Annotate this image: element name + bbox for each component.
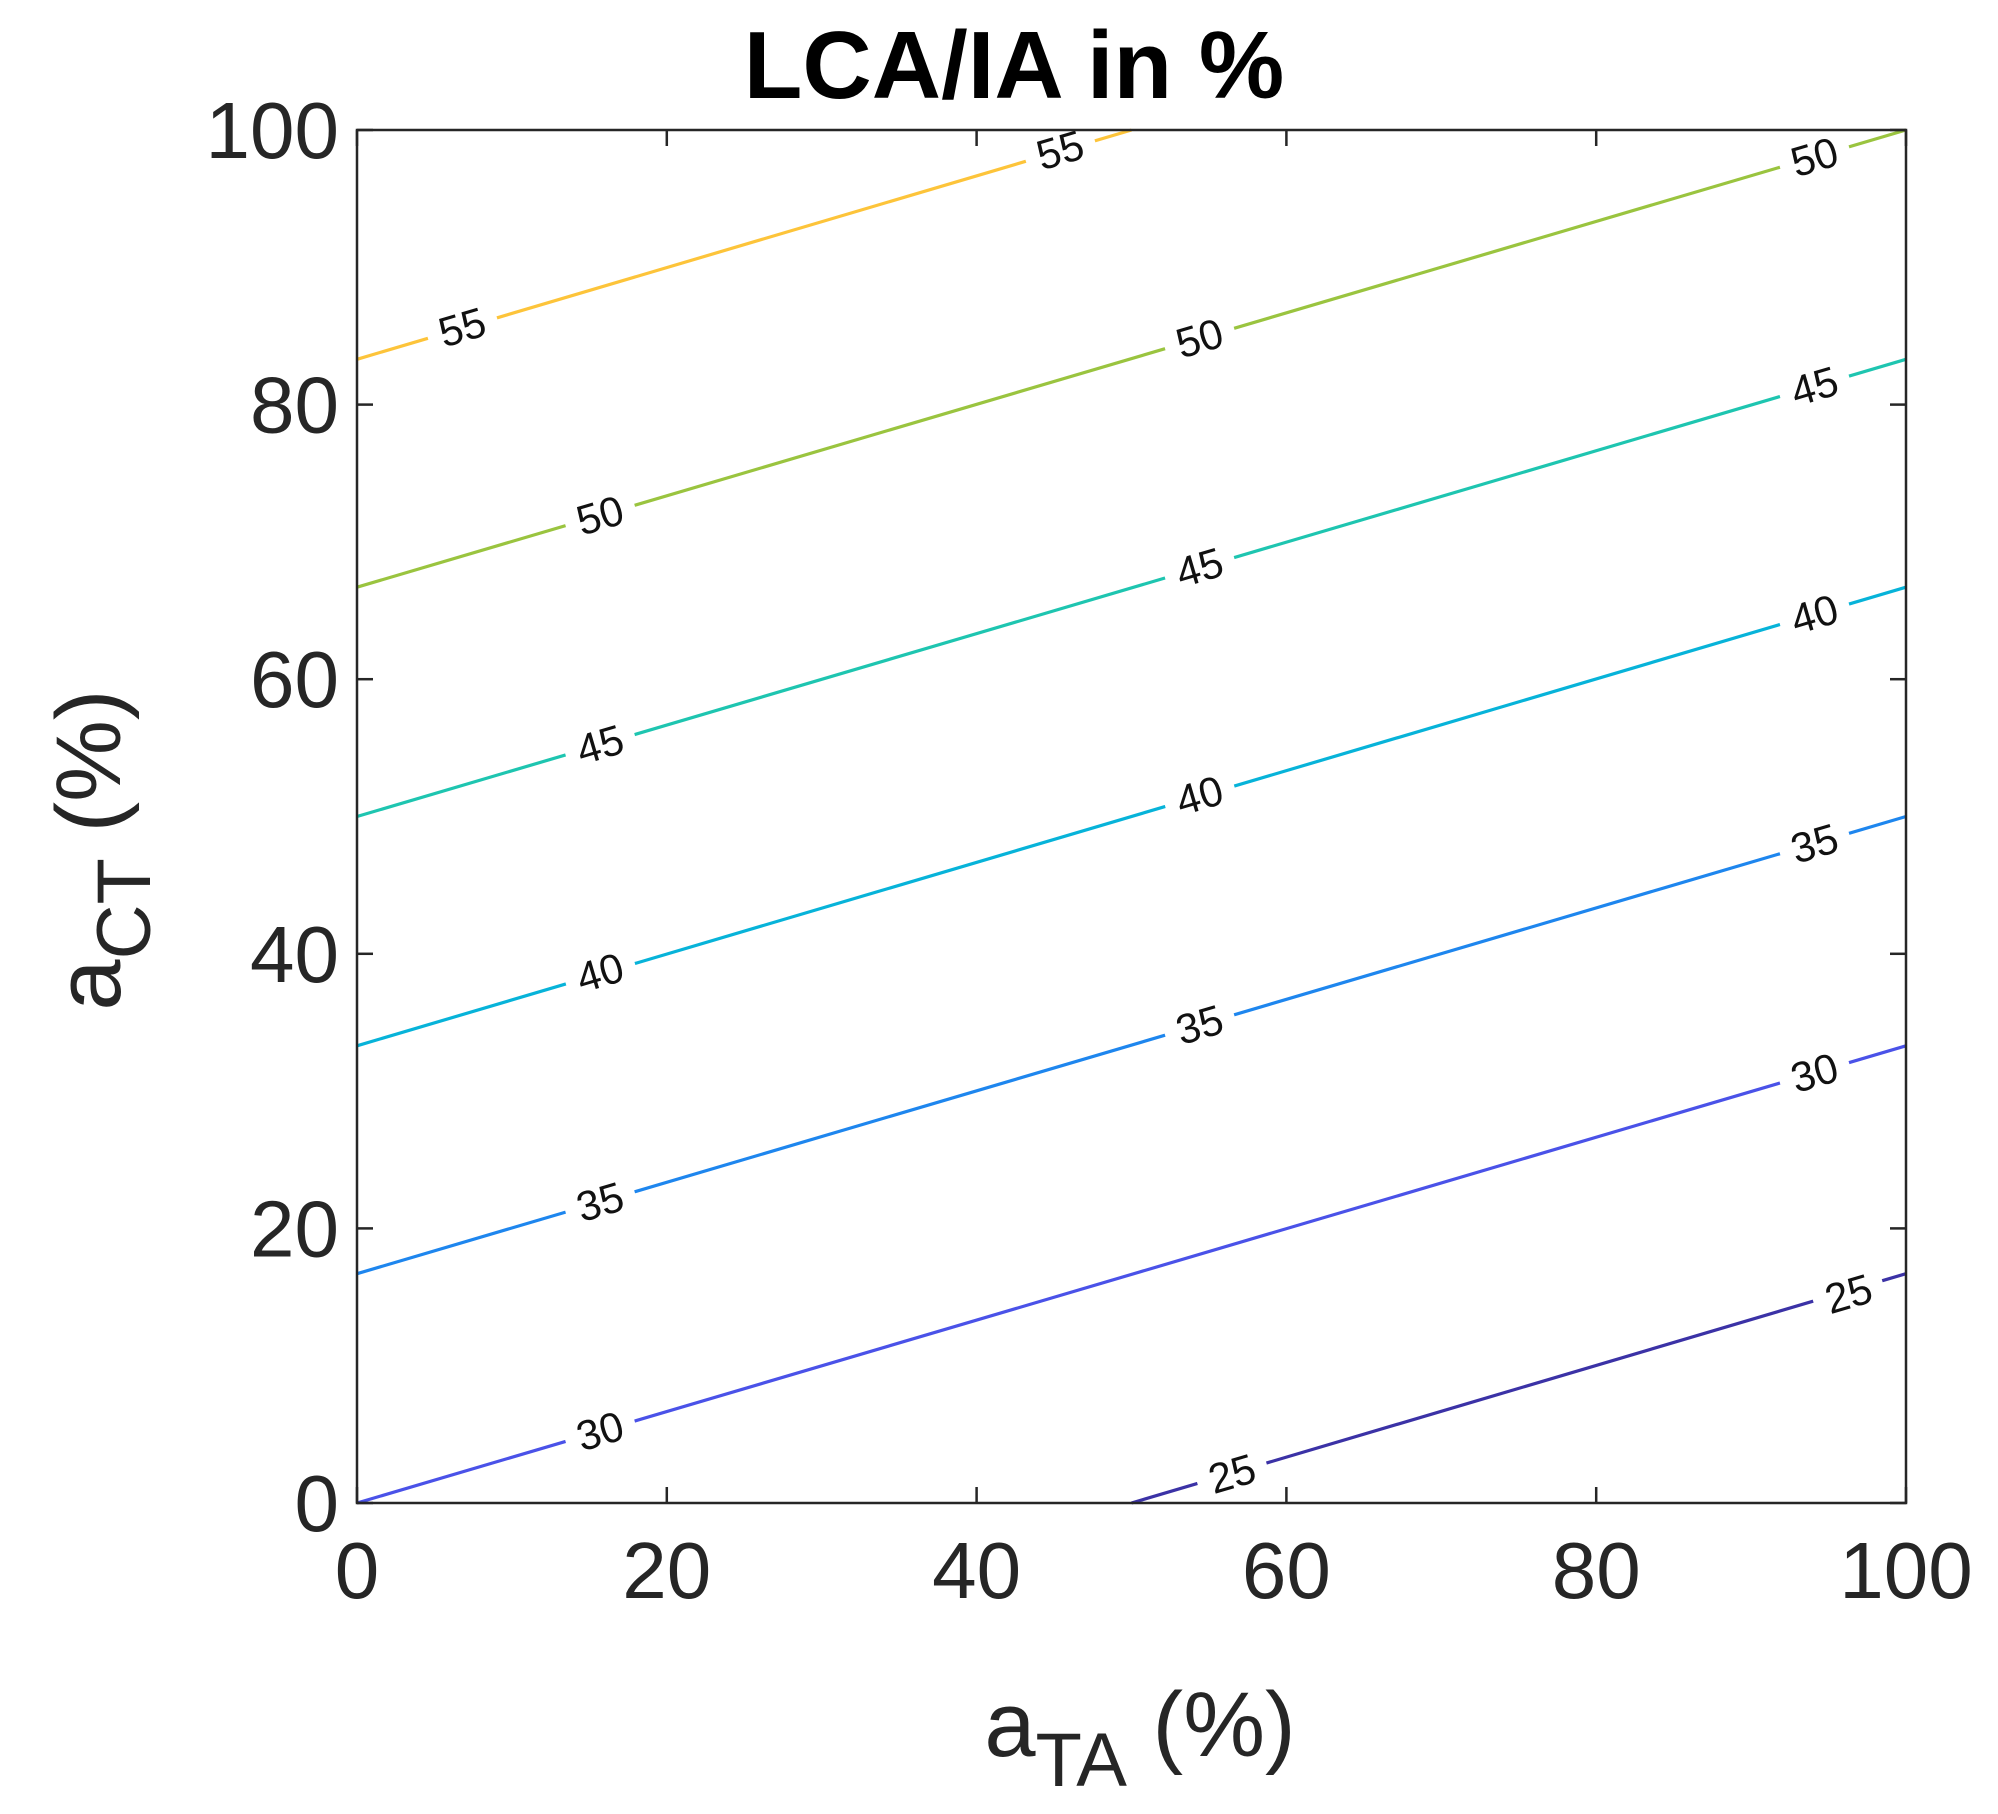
- contour-label-40: 40: [1158, 762, 1241, 830]
- contour-label-45: 45: [1158, 534, 1241, 602]
- contour-label-gap: [1158, 991, 1241, 1059]
- contour-label-50: 50: [1158, 305, 1241, 372]
- contour-label-gap: [1158, 534, 1241, 602]
- y-tick-label: 60: [250, 635, 339, 724]
- x-axis-label: aTA (%): [984, 1674, 1295, 1803]
- contour-label-40: 40: [1773, 581, 1856, 648]
- y-tick-label: 40: [250, 910, 339, 999]
- x-axis-label-suffix: (%): [1127, 1674, 1296, 1776]
- y-axis-label: aCT (%): [38, 689, 167, 1010]
- x-tick-label: 100: [1839, 1526, 1972, 1615]
- contour-label-gap: [1773, 124, 1856, 191]
- x-axis-label-subscript: TA: [1036, 1718, 1128, 1803]
- y-axis-label-base: a: [38, 959, 140, 1011]
- contour-label-45: 45: [558, 711, 642, 779]
- contour-label-25: 25: [1807, 1261, 1891, 1328]
- x-tick-label: 20: [622, 1526, 711, 1615]
- contour-label-gap: [558, 482, 642, 550]
- contour-label-gap: [1773, 810, 1856, 878]
- contour-label-gap: [1158, 305, 1241, 372]
- contour-label-25: 25: [1190, 1440, 1274, 1508]
- contour-label-gap: [558, 939, 642, 1007]
- contour-label-50: 50: [558, 482, 642, 550]
- contour-label-35: 35: [1158, 991, 1241, 1059]
- y-tick-label: 80: [250, 361, 339, 450]
- contour-label-gap: [1807, 1261, 1891, 1328]
- contour-label-gap: [421, 294, 504, 361]
- axes-frame: [355, 128, 1908, 1505]
- x-tick-label: 60: [1242, 1526, 1331, 1615]
- axes-box: [355, 128, 1908, 1505]
- contour-label-55: 55: [421, 294, 504, 361]
- x-tick-label: 80: [1552, 1526, 1641, 1615]
- contour-label-30: 30: [558, 1398, 642, 1465]
- contour-label-gap: [558, 711, 642, 779]
- contour-label-gap: [1158, 762, 1241, 830]
- y-tick-label: 100: [206, 86, 339, 175]
- contour-label-40: 40: [558, 939, 642, 1007]
- x-tick-label: 0: [335, 1526, 380, 1615]
- contour-label-gap: [558, 1398, 642, 1465]
- contour-label-45: 45: [1773, 353, 1856, 420]
- contour-label-35: 35: [558, 1169, 642, 1236]
- y-tick-label: 0: [295, 1459, 340, 1548]
- contour-label-gap: [558, 1169, 642, 1236]
- x-tick-label: 40: [932, 1526, 1021, 1615]
- contour-label-gap: [1773, 581, 1856, 648]
- contour-label-30: 30: [1773, 1040, 1856, 1107]
- x-axis-label-base: a: [984, 1674, 1036, 1776]
- contour-label-gap: [1773, 1040, 1856, 1107]
- contour-label-35: 35: [1773, 810, 1856, 878]
- axis-ticks: 0 20 40 60 80 100 0 20 40 60 80 100: [206, 86, 1973, 1615]
- contour-label-gap: [1190, 1440, 1274, 1508]
- y-axis-label-subscript: CT: [82, 858, 167, 959]
- y-tick-label: 20: [250, 1184, 339, 1273]
- y-axis-label-suffix: (%): [38, 689, 140, 858]
- contour-label-gap: [1773, 353, 1856, 420]
- contour-label-gap: [1018, 117, 1102, 184]
- contour-label-50: 50: [1773, 124, 1856, 191]
- chart-title: LCA/IA in %: [744, 12, 1284, 119]
